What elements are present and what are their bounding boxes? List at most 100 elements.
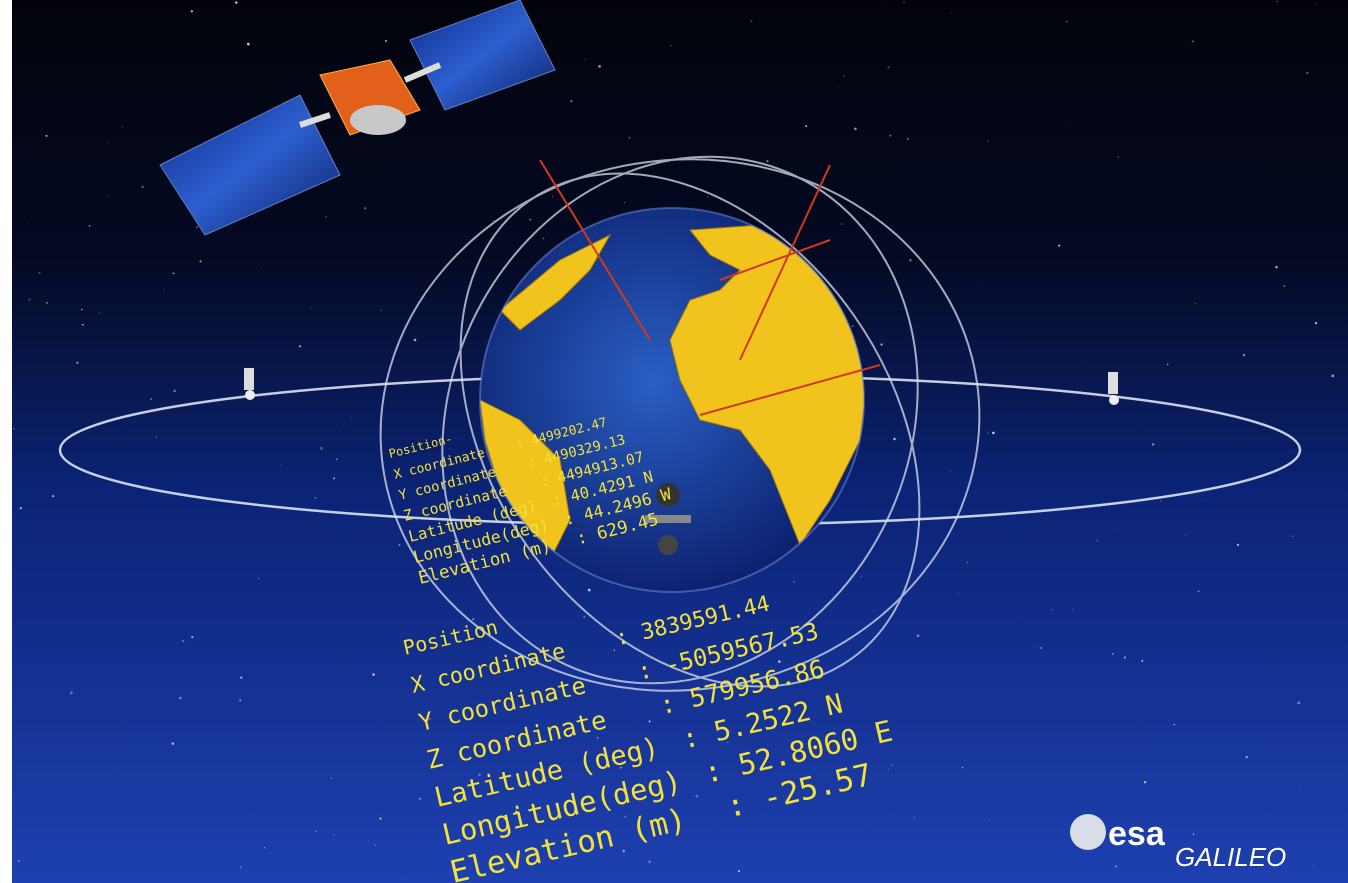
star — [624, 815, 627, 818]
star — [1143, 27, 1145, 28]
star — [190, 10, 193, 13]
star — [715, 829, 717, 831]
star — [737, 870, 740, 873]
star — [38, 271, 41, 274]
star — [793, 580, 795, 583]
star — [916, 634, 920, 637]
star — [182, 639, 185, 643]
star — [314, 496, 317, 499]
star — [843, 75, 845, 77]
star — [628, 136, 631, 139]
star — [107, 141, 109, 143]
star — [199, 260, 202, 263]
star — [155, 436, 158, 438]
star — [1242, 353, 1246, 357]
star — [98, 312, 100, 314]
star — [570, 100, 573, 103]
star — [1292, 535, 1294, 537]
star — [766, 159, 769, 163]
star — [1081, 362, 1082, 364]
star — [961, 766, 964, 769]
star — [727, 729, 730, 733]
star — [906, 138, 909, 140]
star — [261, 267, 263, 268]
star — [1058, 244, 1061, 247]
star — [992, 431, 995, 435]
star — [913, 817, 915, 819]
star — [380, 309, 382, 311]
star — [379, 817, 382, 820]
star — [45, 134, 48, 137]
star — [891, 764, 893, 766]
star — [45, 301, 48, 304]
star — [310, 307, 312, 309]
star — [1283, 285, 1286, 287]
logo: esa GALILEO — [1070, 814, 1286, 872]
star — [235, 1, 238, 4]
star — [341, 663, 343, 665]
star — [648, 860, 651, 864]
star — [585, 58, 587, 60]
star — [583, 615, 586, 618]
star — [1289, 452, 1291, 454]
star — [76, 361, 79, 364]
star — [81, 323, 84, 326]
star — [179, 696, 182, 700]
star — [684, 666, 687, 669]
star — [330, 777, 333, 779]
star — [674, 617, 678, 620]
star — [1314, 322, 1318, 325]
star — [869, 826, 871, 827]
orbits — [379, 155, 981, 692]
star — [1236, 543, 1240, 547]
star — [1309, 155, 1311, 157]
star — [987, 432, 989, 434]
star — [1123, 656, 1126, 659]
star — [449, 448, 451, 450]
star — [778, 660, 781, 663]
star — [515, 810, 518, 813]
star — [884, 6, 885, 8]
star — [646, 637, 648, 639]
star — [1192, 833, 1195, 835]
star — [368, 841, 370, 842]
star — [374, 844, 377, 847]
star — [1072, 608, 1074, 610]
star — [1202, 499, 1204, 501]
star — [141, 185, 144, 189]
star — [1276, 0, 1279, 3]
star — [333, 834, 335, 836]
star — [1331, 374, 1335, 378]
star — [150, 397, 153, 401]
logo-agency: esa — [1108, 815, 1166, 853]
star — [837, 87, 839, 88]
star — [1297, 701, 1301, 705]
star — [598, 65, 601, 68]
star — [887, 66, 890, 69]
star — [977, 281, 979, 282]
logo-program: GALILEO — [1175, 842, 1286, 872]
small-satellite — [1108, 372, 1119, 405]
star — [893, 437, 896, 441]
star — [1315, 4, 1317, 5]
star — [1160, 500, 1162, 502]
star — [707, 196, 708, 198]
star — [1115, 865, 1118, 868]
star — [623, 201, 625, 203]
globe — [479, 207, 865, 593]
star — [81, 308, 83, 311]
star — [950, 12, 952, 14]
star — [88, 225, 91, 227]
star — [622, 849, 625, 853]
star — [529, 219, 531, 221]
star — [173, 389, 176, 393]
star — [350, 416, 352, 418]
star — [1066, 20, 1068, 23]
star — [1173, 723, 1176, 726]
star — [1039, 646, 1042, 650]
star — [1275, 265, 1278, 269]
star — [880, 343, 883, 346]
star — [299, 345, 302, 348]
star — [841, 223, 843, 225]
star — [492, 219, 494, 222]
